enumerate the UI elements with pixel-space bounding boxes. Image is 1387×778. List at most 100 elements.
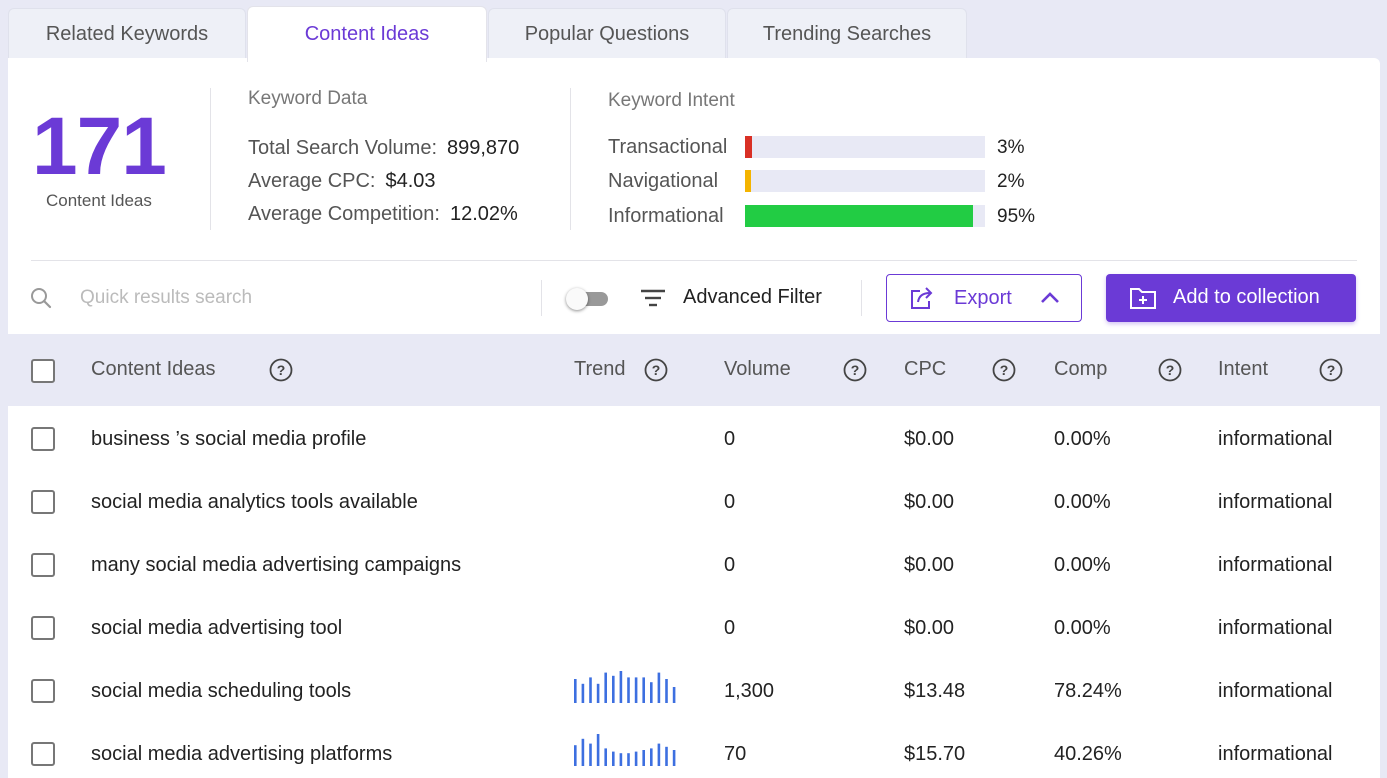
row-checkbox[interactable] — [31, 742, 55, 766]
row-checkbox[interactable] — [31, 553, 55, 577]
cpc-cell: $0.00 — [904, 554, 955, 576]
help-icon[interactable]: ? — [644, 358, 668, 382]
comp-cell: 0.00% — [1054, 491, 1111, 513]
row-checkbox[interactable] — [31, 616, 55, 640]
trend-bar — [574, 745, 577, 766]
table-row[interactable]: social media advertising tool 0 $0.00 0.00%… — [8, 596, 1380, 659]
cpc-cell: $13.48 — [904, 680, 966, 702]
cpc-cell: $0.00 — [904, 491, 955, 513]
help-icon[interactable]: ? — [992, 358, 1016, 382]
comp-cell: 78.24% — [1054, 680, 1122, 702]
content-ideas-count: 171 — [32, 101, 167, 192]
search-icon — [31, 288, 52, 309]
row-checkbox[interactable] — [31, 427, 55, 451]
row-checkbox[interactable] — [31, 679, 55, 703]
intent-transactional-fill — [745, 136, 753, 158]
intent-informational-label: Informational — [608, 205, 724, 227]
column-content-ideas[interactable]: Content Ideas — [91, 358, 216, 380]
quick-search-input[interactable] — [80, 281, 520, 315]
trend-bar — [581, 683, 585, 703]
trend-bar — [604, 672, 607, 703]
tab-related-keywords[interactable]: Related Keywords — [8, 8, 246, 60]
column-intent[interactable]: Intent — [1218, 358, 1269, 380]
add-to-collection-label: Add to collection — [1173, 286, 1320, 308]
content-idea-cell[interactable]: social media analytics tools available — [91, 491, 418, 513]
svg-text:?: ? — [1327, 362, 1336, 378]
table-row[interactable]: social media scheduling tools 1,300 $13.48… — [8, 659, 1380, 722]
volume-cell: 0 — [724, 428, 736, 450]
toggle-switch[interactable] — [566, 288, 608, 310]
tab-content-ideas[interactable]: Content Ideas — [247, 6, 487, 62]
row-checkbox[interactable] — [31, 490, 55, 514]
intent-cell: informational — [1218, 491, 1333, 513]
trend-bar — [596, 683, 600, 703]
help-icon[interactable]: ? — [843, 358, 867, 382]
table-row[interactable]: social media analytics tools available 0 $… — [8, 470, 1380, 533]
trend-bar — [581, 738, 585, 766]
trend-bar — [619, 753, 623, 766]
trend-bar — [672, 750, 676, 766]
average-competition-value: 12.02% — [449, 203, 518, 225]
svg-text:?: ? — [652, 362, 661, 378]
intent-cell: informational — [1218, 554, 1333, 576]
trend-chart — [573, 543, 681, 577]
column-trend[interactable]: Trend — [574, 358, 626, 380]
trend-bar — [574, 679, 577, 703]
trend-chart — [573, 480, 681, 514]
table-header: Content Ideas ? Trend ? Volume ? CPC ? C… — [8, 334, 1380, 406]
trend-bar — [650, 682, 653, 703]
trend-chart — [574, 734, 676, 766]
intent-informational-fill — [745, 205, 973, 227]
svg-text:?: ? — [1000, 362, 1009, 378]
comp-cell: 0.00% — [1054, 554, 1111, 576]
intent-cell: informational — [1218, 617, 1333, 639]
table-row[interactable]: social media advertising platforms 70 $15.… — [8, 722, 1380, 778]
content-ideas-count-label: Content Ideas — [46, 191, 152, 210]
total-search-volume-value: 899,870 — [447, 137, 520, 159]
intent-transactional-label: Transactional — [608, 136, 728, 158]
content-idea-cell[interactable]: social media scheduling tools — [91, 680, 352, 702]
average-competition: Average Competition: 12.02% — [248, 203, 518, 226]
trend-chart — [573, 417, 681, 451]
help-icon[interactable]: ? — [1158, 358, 1182, 382]
intent-cell: informational — [1218, 428, 1333, 450]
comp-cell: 0.00% — [1054, 428, 1111, 450]
table-row[interactable]: business ’s social media profile 0 $0.00 0.… — [8, 407, 1380, 470]
table-row[interactable]: many social media advertising campaigns 0… — [8, 533, 1380, 596]
help-icon[interactable]: ? — [269, 358, 293, 382]
intent-navigational-pct: 2% — [997, 171, 1025, 192]
column-volume[interactable]: Volume — [724, 358, 791, 380]
tab-trending-searches[interactable]: Trending Searches — [727, 8, 967, 60]
content-idea-cell[interactable]: business ’s social media profile — [91, 428, 367, 450]
cpc-cell: $0.00 — [904, 617, 955, 639]
column-comp[interactable]: Comp — [1054, 358, 1108, 380]
content-idea-cell[interactable]: many social media advertising campaigns — [91, 554, 462, 576]
divider — [31, 260, 1357, 261]
comp-cell: 0.00% — [1054, 617, 1111, 639]
tab-popular-questions[interactable]: Popular Questions — [488, 8, 726, 60]
divider — [541, 280, 542, 316]
trend-bar — [596, 734, 600, 766]
help-icon[interactable]: ? — [1319, 358, 1343, 382]
average-competition-label: Average Competition: — [248, 203, 440, 225]
divider — [210, 88, 211, 230]
content-idea-cell[interactable]: social media advertising platforms — [91, 743, 393, 765]
trend-bar — [665, 746, 668, 766]
content-idea-cell[interactable]: social media advertising tool — [91, 617, 343, 639]
divider — [861, 280, 862, 316]
svg-text:?: ? — [277, 362, 286, 378]
trend-bar — [650, 748, 653, 766]
trend-bar — [642, 750, 645, 766]
advanced-filter-button[interactable]: Advanced Filter — [683, 286, 822, 308]
column-cpc[interactable]: CPC — [904, 358, 947, 380]
chevron-up-icon — [1041, 292, 1059, 303]
export-button[interactable]: Export — [886, 274, 1082, 322]
toggle-knob — [566, 288, 588, 310]
add-to-collection-button[interactable]: Add to collection — [1106, 274, 1356, 322]
average-cpc: Average CPC: $4.03 — [248, 170, 436, 193]
trend-bar — [665, 679, 668, 703]
keyword-intent-title: Keyword Intent — [608, 90, 735, 111]
filter-icon[interactable] — [641, 289, 665, 307]
select-all-checkbox[interactable] — [31, 359, 55, 383]
trend-bar — [634, 751, 638, 766]
